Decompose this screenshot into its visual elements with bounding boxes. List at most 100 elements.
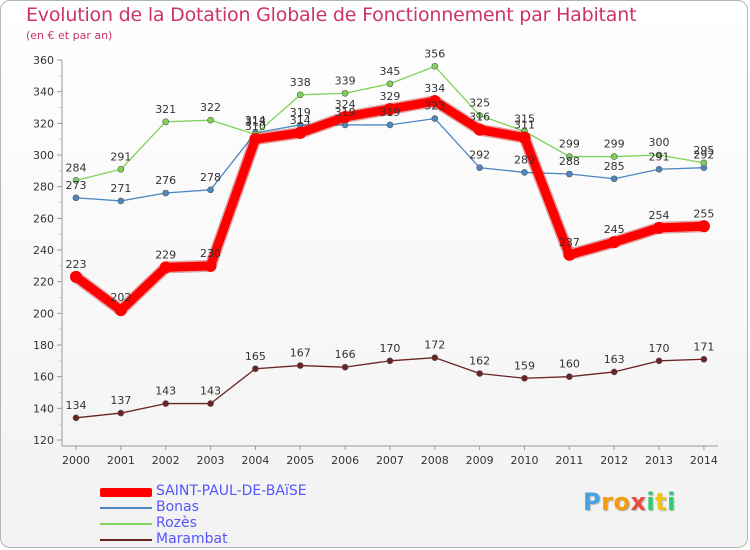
- chart-subtitle: (en € et par an): [26, 29, 113, 42]
- data-point-marambat: [207, 400, 214, 407]
- data-point-bonas: [207, 186, 214, 194]
- data-point-saint-paul: [204, 259, 217, 272]
- x-tick-label: 2010: [511, 454, 539, 467]
- data-label-marambat: 160: [559, 358, 580, 371]
- legend-item-marambat: Marambat: [100, 531, 360, 548]
- data-point-marambat: [431, 354, 439, 361]
- legend-swatch-marambat: [100, 539, 152, 541]
- data-point-marambat: [386, 357, 394, 365]
- logo-letter: t: [655, 488, 668, 516]
- y-tick-label: 160: [33, 371, 54, 384]
- data-point-saint-paul: [608, 236, 621, 249]
- legend-swatch-bonas: [100, 507, 152, 509]
- data-point-marambat: [296, 362, 304, 369]
- data-label-bonas: 276: [155, 174, 176, 187]
- y-tick-label: 260: [33, 212, 54, 225]
- data-label-rozes: 321: [155, 103, 176, 116]
- data-point-rozes: [296, 91, 304, 99]
- data-point-marambat: [341, 363, 349, 371]
- data-label-rozes: 322: [200, 101, 221, 114]
- x-tick-label: 2008: [421, 454, 449, 467]
- data-point-bonas: [521, 169, 528, 176]
- data-label-bonas: 314: [245, 114, 266, 127]
- data-label-marambat: 162: [469, 355, 490, 368]
- data-point-marambat: [72, 414, 80, 422]
- data-label-marambat: 159: [514, 359, 535, 372]
- data-point-marambat: [521, 374, 528, 382]
- data-point-bonas: [566, 170, 573, 178]
- y-tick-label: 360: [33, 54, 54, 67]
- data-label-bonas: 292: [693, 149, 714, 162]
- data-label-bonas: 292: [469, 149, 490, 162]
- data-point-saint-paul: [518, 131, 531, 144]
- data-point-rozes: [207, 116, 214, 124]
- logo-letter: x: [630, 488, 647, 516]
- data-point-saint-paul: [473, 123, 486, 136]
- data-label-marambat: 171: [693, 340, 714, 353]
- data-label-bonas: 271: [110, 182, 131, 195]
- data-point-bonas: [655, 165, 663, 173]
- chart-title: Evolution de la Dotation Globale de Fonc…: [26, 4, 637, 26]
- legend-item-rozes: Rozès: [100, 515, 360, 532]
- data-label-marambat: 165: [245, 350, 266, 363]
- legend-item-bonas: Bonas: [100, 499, 360, 516]
- data-label-saint-paul: 334: [424, 82, 445, 95]
- data-label-bonas: 289: [514, 153, 535, 166]
- data-label-saint-paul: 255: [693, 207, 714, 220]
- data-label-rozes: 338: [290, 76, 311, 89]
- data-point-marambat: [252, 365, 259, 373]
- data-label-bonas: 323: [424, 100, 445, 113]
- logo-letter: P: [583, 488, 602, 516]
- y-tick-label: 140: [33, 402, 54, 415]
- data-label-saint-paul: 324: [335, 98, 356, 111]
- y-tick-label: 200: [33, 307, 54, 320]
- data-label-rozes: 356: [424, 47, 445, 60]
- data-point-saint-paul: [249, 133, 262, 146]
- proxiti-logo: Proxiti: [583, 488, 676, 516]
- data-label-rozes: 299: [559, 138, 580, 151]
- data-point-rozes: [72, 177, 80, 184]
- y-tick-label: 300: [33, 149, 54, 162]
- x-tick-label: 2001: [107, 454, 135, 467]
- data-label-bonas: 291: [649, 150, 670, 163]
- data-label-rozes: 325: [469, 96, 490, 109]
- data-label-saint-paul: 310: [245, 120, 266, 133]
- data-label-rozes: 345: [379, 65, 400, 78]
- legend-swatch-rozes: [100, 523, 152, 525]
- x-tick-label: 2009: [466, 454, 494, 467]
- data-point-bonas: [431, 115, 439, 122]
- data-label-rozes: 299: [604, 138, 625, 151]
- data-point-saint-paul: [114, 304, 127, 317]
- data-label-rozes: 313: [245, 115, 266, 128]
- y-tick-label: 340: [33, 86, 54, 99]
- x-tick-label: 2002: [152, 454, 180, 467]
- data-label-rozes: 339: [335, 74, 356, 87]
- data-label-rozes: 291: [110, 150, 131, 163]
- data-label-bonas: 319: [379, 106, 400, 119]
- data-point-marambat: [117, 409, 125, 417]
- x-tick-label: 2014: [690, 454, 718, 467]
- data-label-bonas: 278: [200, 171, 221, 184]
- data-point-bonas: [610, 175, 618, 183]
- y-tick-label: 220: [33, 276, 54, 289]
- data-label-bonas: 319: [335, 106, 356, 119]
- legend: SAINT-PAUL-DE-BAïSE Bonas Rozès Marambat: [100, 483, 360, 548]
- data-point-saint-paul: [383, 103, 396, 116]
- series-line-shadow-saint-paul: [70, 95, 710, 317]
- data-label-rozes: 315: [514, 112, 535, 125]
- data-label-saint-paul: 254: [649, 209, 670, 222]
- x-tick-label: 2013: [645, 454, 673, 467]
- data-point-rozes: [386, 80, 394, 88]
- logo-letter: r: [601, 488, 614, 516]
- data-label-saint-paul: 230: [200, 247, 221, 260]
- data-point-marambat: [476, 370, 483, 377]
- x-tick-label: 2004: [241, 454, 269, 467]
- x-tick-label: 2006: [331, 454, 359, 467]
- data-label-saint-paul: 223: [66, 258, 87, 271]
- data-label-marambat: 137: [110, 394, 131, 407]
- data-label-marambat: 170: [379, 342, 400, 355]
- y-tick-label: 120: [33, 434, 54, 447]
- y-tick-label: 240: [33, 244, 54, 257]
- data-point-saint-paul: [70, 270, 82, 283]
